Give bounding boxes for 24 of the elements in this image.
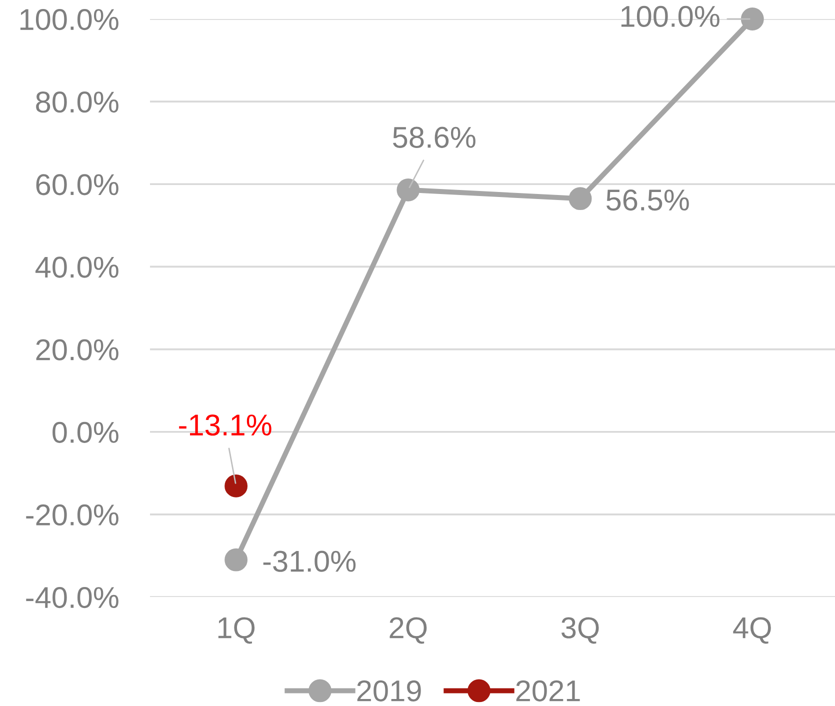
data-label: 58.6% [393,126,476,148]
data-label: -31.0% [263,550,356,572]
data-label: 100.0% [621,6,720,28]
point [396,178,420,202]
y-tick-label: 40.0% [35,256,118,278]
y-tick-label: -20.0% [26,504,118,526]
point [568,187,592,210]
y-tick-label: -40.0% [26,586,118,608]
data-label: -13.1% [179,414,272,436]
y-tick-label: 0.0% [52,422,118,443]
point [224,548,248,572]
y-tick-label: 60.0% [36,174,118,196]
point [224,474,248,498]
legend-label: 2021 [516,680,580,702]
x-tick-label: 2Q [390,617,427,644]
y-tick-label: 20.0% [36,339,118,360]
data-label: 56.5% [606,189,689,211]
x-tick-label: 4Q [733,617,771,644]
x-tick-label: 3Q [562,617,599,644]
y-tick-label: 100.0% [20,8,118,30]
legend-label: 2019 [357,680,421,702]
y-tick-label: 80.0% [36,92,118,113]
point [740,8,764,30]
x-tick-label: 1Q [218,617,255,644]
